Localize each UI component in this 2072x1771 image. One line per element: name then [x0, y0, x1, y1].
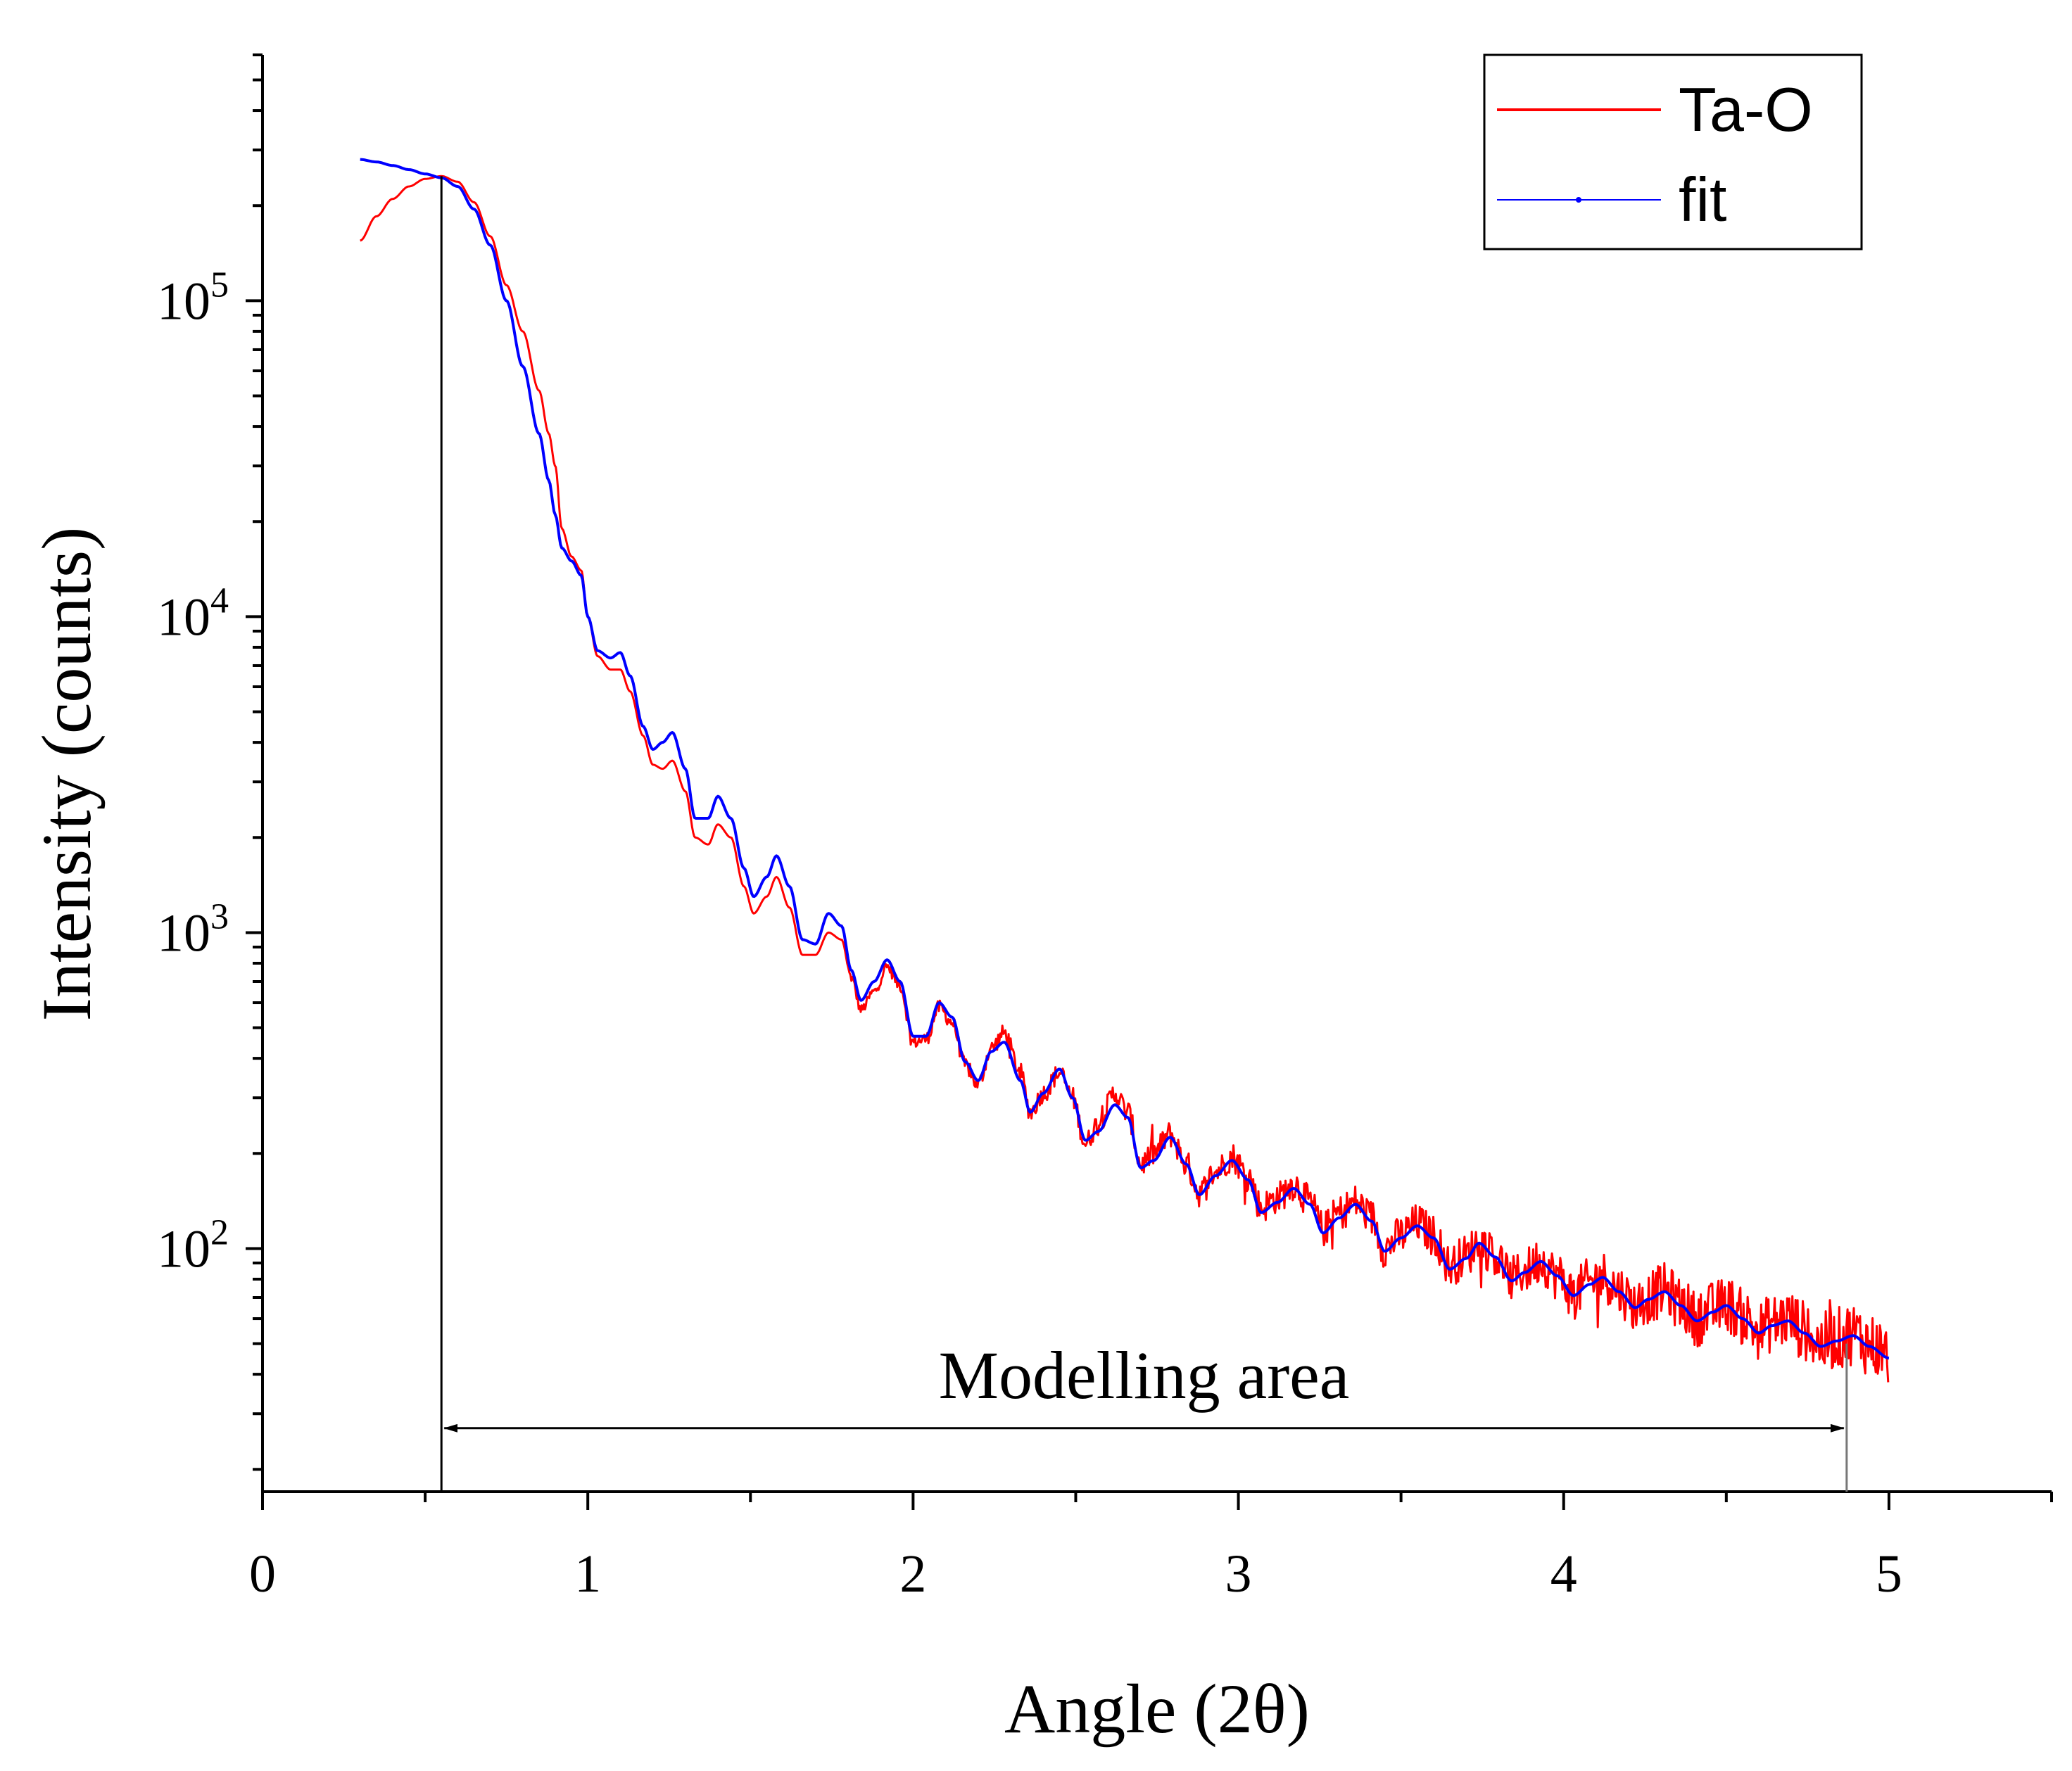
legend-label-fit: fit [1679, 165, 1726, 234]
x-tick-label: 5 [1876, 1544, 1902, 1604]
series-line-ta-o [360, 174, 1890, 1383]
x-tick-label: 4 [1550, 1544, 1577, 1604]
x-axis-ticks [261, 1492, 2053, 1510]
legend-box [1483, 53, 1863, 250]
y-tick-label: 104 [157, 580, 229, 647]
x-axis-label: Angle (2θ) [1004, 1670, 1310, 1748]
y-tick-label: 103 [157, 896, 229, 963]
legend-label-ta-o: Ta-O [1679, 75, 1813, 144]
y-axis-tick-labels: 102 103 104 105 [157, 265, 229, 1278]
y-axis-ticks [246, 53, 263, 1471]
legend-marker-fit [1576, 197, 1581, 203]
x-axis-tick-labels: 0 1 2 3 4 5 [249, 1544, 1902, 1604]
x-tick-label: 2 [899, 1544, 926, 1604]
y-tick-label: 102 [157, 1212, 229, 1278]
y-tick-label: 105 [157, 265, 229, 331]
modelling-area-label: Modelling area [939, 1338, 1350, 1413]
modelling-area-annotation: Modelling area [440, 176, 1848, 1492]
x-tick-label: 3 [1225, 1544, 1252, 1604]
x-tick-label: 0 [249, 1544, 276, 1604]
y-axis-label: Intensity (counts) [27, 527, 106, 1022]
series-layer [360, 158, 1890, 1383]
legend: Ta-O fit [1483, 53, 1863, 250]
series-line-fit [360, 158, 1890, 1360]
x-tick-label: 1 [574, 1544, 601, 1604]
